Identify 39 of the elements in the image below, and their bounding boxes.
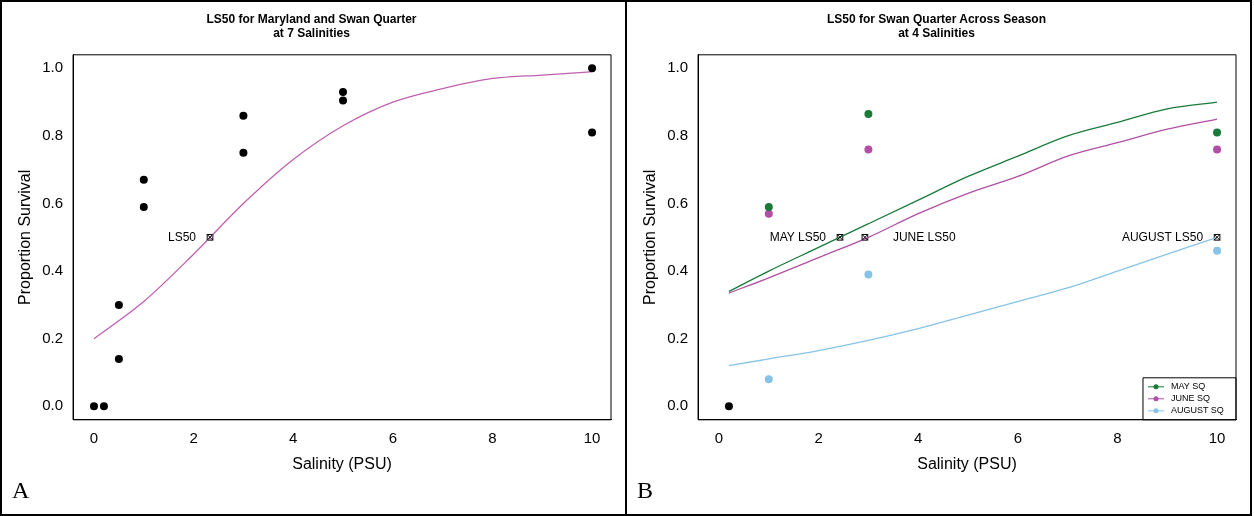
chart-title: LS50 for Swan Quarter Across Season at 4 Salinities	[827, 11, 1046, 40]
y-axis-title: Proportion Survival	[16, 169, 34, 305]
y-tick-label: 0.6	[42, 193, 64, 211]
x-tick-label: 2	[814, 428, 823, 446]
y-tick-label: 0.8	[42, 126, 64, 144]
x-tick-label: 4	[914, 428, 923, 446]
x-tick-label: 6	[388, 428, 397, 446]
y-tick-label: 0.2	[42, 328, 64, 346]
y-tick-label: 1.0	[667, 58, 689, 76]
y-axis-title: Proportion Survival	[641, 169, 659, 305]
y-tick-label: 0.8	[667, 126, 689, 144]
text: A	[12, 477, 30, 504]
legend-label: MAY SQ	[1170, 381, 1206, 392]
x-tick-label: 0	[714, 428, 724, 446]
text: B	[637, 477, 654, 504]
x-axis-title: Salinity (PSU)	[917, 454, 1017, 472]
y-tick-label: 0.0	[42, 396, 64, 414]
x-tick-label: 2	[189, 428, 198, 446]
x-tick-label: 0	[89, 428, 99, 446]
annotation: MAY LS50	[769, 229, 827, 244]
x-tick-label: 8	[488, 428, 497, 446]
legend-label: JUNE SQ	[1170, 393, 1211, 404]
annotation: LS50	[168, 229, 197, 244]
annotation: JUNE LS50	[892, 229, 956, 244]
x-tick-label: 6	[1013, 428, 1022, 446]
y-tick-label: 0.2	[667, 328, 689, 346]
y-tick-label: 1.0	[42, 58, 64, 76]
annotation: AUGUST LS50	[1121, 229, 1204, 244]
x-tick-label: 8	[1113, 428, 1122, 446]
y-tick-label: 0.0	[667, 396, 689, 414]
x-tick-label: 4	[289, 428, 298, 446]
y-tick-label: 0.4	[42, 261, 64, 279]
chart-title: LS50 for Maryland and Swan Quarter at 7 Salinities	[206, 11, 417, 40]
y-tick-label: 0.4	[667, 261, 689, 279]
legend-label: AUGUST SQ	[1170, 405, 1224, 416]
x-tick-label: 10	[583, 428, 601, 446]
x-tick-label: 10	[1208, 428, 1226, 446]
y-tick-label: 0.6	[667, 193, 689, 211]
x-axis-title: Salinity (PSU)	[292, 454, 392, 472]
